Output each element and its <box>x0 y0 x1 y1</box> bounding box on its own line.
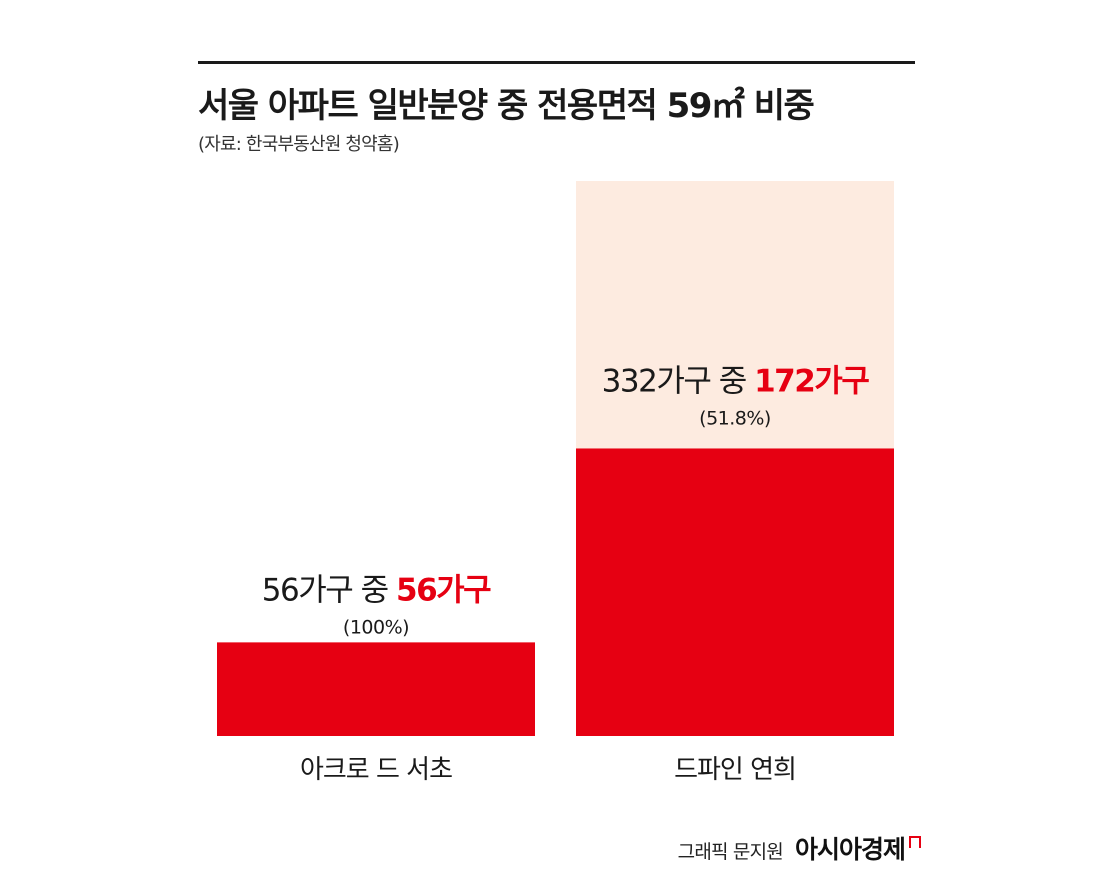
data-label-0: 56가구 중 56가구 <box>262 572 491 608</box>
data-label-1: 332가구 중 172가구 <box>602 363 870 399</box>
top-rule <box>198 61 915 64</box>
credit: 그래픽 문지원 아시아경제 <box>678 830 921 866</box>
brand-logo: 아시아경제 <box>795 830 921 866</box>
chart-title: 서울 아파트 일반분양 중 전용면적 59㎡ 비중 <box>198 86 815 126</box>
brand-name: 아시아경제 <box>794 835 906 864</box>
credit-text: 그래픽 문지원 <box>677 841 784 863</box>
data-label-pct-1: (51.8%) <box>699 407 771 429</box>
category-label-1: 드파인 연희 <box>674 755 796 785</box>
data-label-total-0: 56가구 중 <box>262 572 396 608</box>
category-label-0: 아크로 드 서초 <box>300 755 452 785</box>
data-label-part-0: 56가구 <box>396 572 491 608</box>
data-label-pct-0: (100%) <box>343 616 409 638</box>
bar-part-1 <box>576 448 894 736</box>
data-label-total-1: 332가구 중 <box>602 363 754 399</box>
brand-mark-icon <box>909 836 921 848</box>
data-label-part-1: 172가구 <box>754 363 869 399</box>
chart-source: (자료: 한국부동산원 청약홈) <box>198 134 400 155</box>
bar-part-0 <box>217 642 535 736</box>
